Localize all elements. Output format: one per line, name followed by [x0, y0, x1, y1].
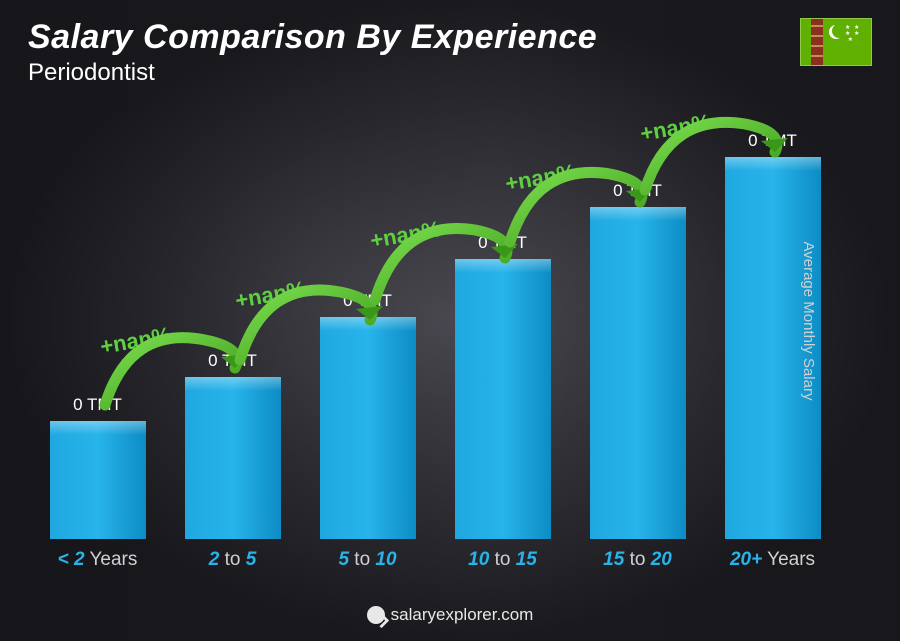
- magnifier-icon: [367, 606, 385, 624]
- header: Salary Comparison By Experience Periodon…: [28, 18, 872, 87]
- footer-text: salaryexplorer.com: [391, 605, 534, 625]
- bar-front: [185, 377, 281, 539]
- x-axis-label: 5 to 10: [300, 549, 435, 571]
- bar-group: 0 TMT: [300, 291, 435, 539]
- page-title: Salary Comparison By Experience: [28, 18, 597, 57]
- bar: [320, 317, 416, 539]
- bar-value-label: 0 TMT: [613, 181, 662, 201]
- bar-group: 0 TMT: [705, 131, 840, 539]
- country-flag: ★ ★★ ★ ★: [800, 18, 872, 66]
- x-axis-label: < 2 Years: [30, 549, 165, 571]
- bar-group: 0 TMT: [165, 351, 300, 539]
- bar-front: [50, 421, 146, 539]
- bar: [590, 207, 686, 539]
- bar: [50, 421, 146, 539]
- page-subtitle: Periodontist: [28, 59, 597, 87]
- title-block: Salary Comparison By Experience Periodon…: [28, 18, 597, 87]
- bar-group: 0 TMT: [30, 395, 165, 539]
- x-axis-label: 10 to 15: [435, 549, 570, 571]
- y-axis-label: Average Monthly Salary: [800, 241, 817, 400]
- bar-front: [590, 207, 686, 539]
- flag-stars-icon: ★ ★★ ★ ★: [845, 25, 860, 43]
- bars-row: 0 TMT 0 TMT 0 TMT 0 TMT: [30, 119, 840, 539]
- bar-front: [455, 259, 551, 539]
- footer: salaryexplorer.com: [0, 605, 900, 629]
- x-axis-label: 15 to 20: [570, 549, 705, 571]
- bar: [455, 259, 551, 539]
- bar-group: 0 TMT: [570, 181, 705, 539]
- footer-logo: salaryexplorer.com: [367, 605, 534, 625]
- chart-area: +nan% +nan% +nan% +nan% +nan% 0 TMT 0 TM…: [30, 110, 840, 571]
- bar-value-label: 0 TMT: [208, 351, 257, 371]
- x-axis-label: 2 to 5: [165, 549, 300, 571]
- bar-value-label: 0 TMT: [748, 131, 797, 151]
- bar-front: [320, 317, 416, 539]
- flag-crescent-icon: [829, 25, 843, 39]
- bar: [185, 377, 281, 539]
- bar-group: 0 TMT: [435, 233, 570, 539]
- flag-stripe: [811, 19, 823, 65]
- x-axis-labels: < 2 Years 2 to 5 5 to 10 10 to 15 15 to …: [30, 549, 840, 571]
- x-axis-label: 20+ Years: [705, 549, 840, 571]
- bar-value-label: 0 TMT: [73, 395, 122, 415]
- bar-value-label: 0 TMT: [478, 233, 527, 253]
- bar-value-label: 0 TMT: [343, 291, 392, 311]
